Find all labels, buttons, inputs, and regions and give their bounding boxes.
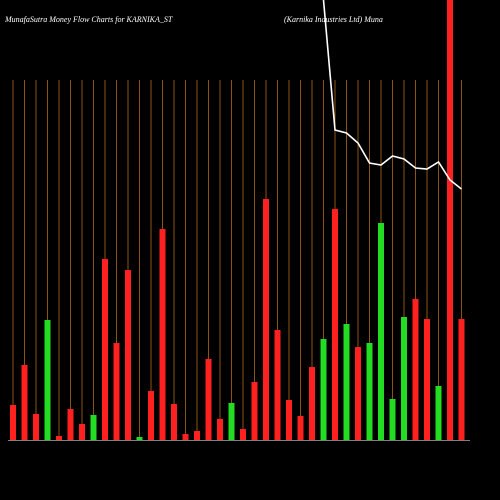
bar: [286, 400, 292, 440]
bar: [343, 324, 350, 440]
bar: [355, 347, 361, 440]
bar: [447, 0, 453, 440]
bar: [263, 199, 269, 440]
bar: [389, 399, 396, 440]
bar: [113, 343, 120, 440]
bar: [274, 330, 281, 440]
bar: [401, 317, 407, 440]
bar: [412, 299, 419, 440]
bar: [79, 424, 85, 440]
bar: [125, 270, 131, 440]
bar: [90, 415, 97, 440]
bar: [309, 367, 315, 440]
bar: [33, 414, 39, 440]
bar: [424, 319, 430, 440]
bar: [21, 365, 28, 440]
bar: [67, 409, 74, 440]
bar: [435, 386, 442, 440]
bar: [148, 391, 154, 440]
bar: [171, 404, 177, 440]
bars: [10, 0, 465, 440]
bar: [320, 339, 327, 440]
bar: [44, 320, 51, 440]
bar: [240, 429, 246, 440]
bar: [297, 416, 304, 440]
chart-subtitle: (Karnika Industries Ltd) Muna: [284, 15, 383, 24]
bar: [458, 319, 465, 440]
line: [322, 0, 462, 190]
bar: [251, 382, 258, 440]
bar: [159, 229, 166, 440]
bar: [378, 223, 384, 440]
chart-title: MunafaSutra Money Flow Charts for KARNIK…: [4, 15, 173, 24]
bar: [205, 359, 212, 440]
lines: [322, 0, 462, 190]
bar: [10, 405, 16, 440]
bar: [228, 403, 235, 440]
bar: [332, 209, 338, 440]
bar: [136, 437, 143, 440]
bar: [366, 343, 373, 440]
bar: [182, 434, 189, 440]
bar: [56, 436, 62, 440]
bar: [102, 259, 108, 440]
bar: [217, 419, 223, 440]
bar: [194, 431, 200, 440]
